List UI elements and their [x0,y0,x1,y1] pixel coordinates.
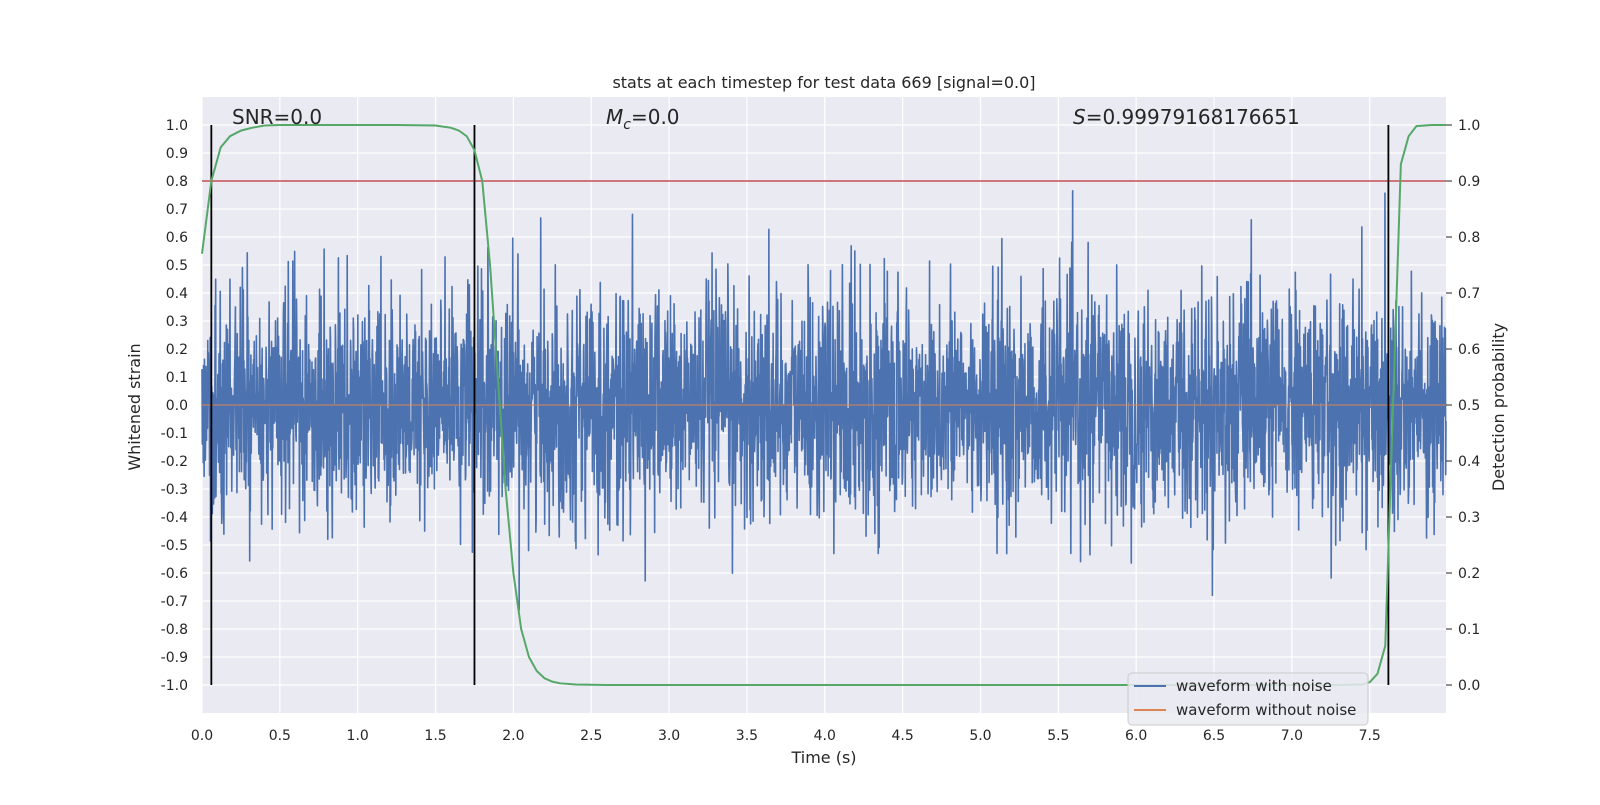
y-right-tick-label: 0.3 [1458,510,1480,526]
x-tick-label: 6.0 [1125,728,1147,744]
x-tick-label: 1.0 [347,728,369,744]
x-tick-label: 0.0 [191,728,213,744]
y-tick-label: -0.9 [161,650,188,666]
s-symbol: S [1073,105,1086,129]
y-tick-label: 0.6 [166,230,188,246]
legend-label-clean: waveform without noise [1176,701,1356,719]
y-right-tick-label: 0.8 [1458,230,1480,246]
y-right-tick-label: 1.0 [1458,118,1480,134]
y-tick-label: -0.1 [161,426,188,442]
mc-symbol: M [606,105,623,129]
y-right-tick-label: 0.4 [1458,454,1480,470]
y-tick-label: -0.7 [161,594,188,610]
y-tick-label: -0.8 [161,622,188,638]
y-right-tick-label: 0.0 [1458,678,1480,694]
y-tick-label: 0.3 [166,314,188,330]
y-right-tick-label: 0.2 [1458,566,1480,582]
y-right-tick-label: 0.7 [1458,286,1480,302]
y-right-tick-label: 0.1 [1458,622,1480,638]
x-tick-label: 1.5 [424,728,446,744]
y-tick-label: 0.7 [166,202,188,218]
vertical-lines [210,125,1390,685]
s-annotation: S=0.99979168176651 [1073,105,1300,129]
y-tick-label: -0.6 [161,566,188,582]
y-tick-label: 0.4 [166,286,188,302]
y-tick-label: 0.0 [166,398,188,414]
mc-annotation: Mc=0.0 [606,105,680,133]
snr-annotation: SNR=0.0 [232,105,322,129]
y-axis-left: 1.0 0.9 0.8 0.7 0.6 0.5 0.4 0.3 0.2 0.1 0.0 -0.1 -0.… [161,118,188,694]
mc-subscript: c [623,117,631,133]
x-tick-label: 7.0 [1281,728,1303,744]
y-tick-label: 0.8 [166,174,188,190]
x-tick-label: 6.5 [1203,728,1225,744]
mc-value: =0.0 [631,105,680,129]
y-tick-label: 1.0 [166,118,188,134]
chart-title: stats at each timestep for test data 669… [612,73,1035,92]
legend-box [1127,672,1369,726]
x-tick-label: 2.5 [580,728,602,744]
legend: waveform with noise waveform without noi… [1127,672,1369,726]
y-axis-right-label: Detection probability [1489,323,1508,491]
probability-line [201,124,1446,686]
x-tick-label: 3.0 [658,728,680,744]
y-tick-label: 0.2 [166,342,188,358]
s-value: =0.99979168176651 [1086,105,1300,129]
noise-series [201,190,1447,611]
y-tick-label: 0.1 [166,370,188,386]
y-tick-label: -1.0 [161,678,188,694]
y-tick-label: 0.9 [166,146,188,162]
y-axis-right: 1.0 0.9 0.8 0.7 0.6 0.5 0.4 0.3 0.2 0.1 0.0 [1446,118,1480,694]
x-tick-label: 5.0 [969,728,991,744]
y-right-tick-label: 0.6 [1458,342,1480,358]
y-axis-label: Whitened strain [125,343,144,470]
y-tick-label: 0.5 [166,258,188,274]
y-tick-label: -0.4 [161,510,188,526]
y-tick-label: -0.2 [161,454,188,470]
x-tick-label: 7.5 [1359,728,1381,744]
x-tick-label: 3.5 [736,728,758,744]
x-tick-label: 0.5 [269,728,291,744]
y-right-tick-label: 0.5 [1458,398,1480,414]
x-tick-label: 5.5 [1047,728,1069,744]
y-tick-label: -0.5 [161,538,188,554]
probability-series [201,124,1446,686]
noise-waveform-line [201,190,1447,611]
x-axis: 0.0 0.5 1.0 1.5 2.0 2.5 3.0 3.5 4.0 4.5 5.0 5.5 6.0 6… [191,728,1381,744]
x-tick-label: 2.0 [502,728,524,744]
y-right-tick-label: 0.9 [1458,174,1480,190]
y-tick-label: -0.3 [161,482,188,498]
x-tick-label: 4.5 [891,728,913,744]
x-tick-label: 4.0 [814,728,836,744]
x-axis-label: Time (s) [790,748,856,767]
legend-label-noise: waveform with noise [1176,677,1332,695]
